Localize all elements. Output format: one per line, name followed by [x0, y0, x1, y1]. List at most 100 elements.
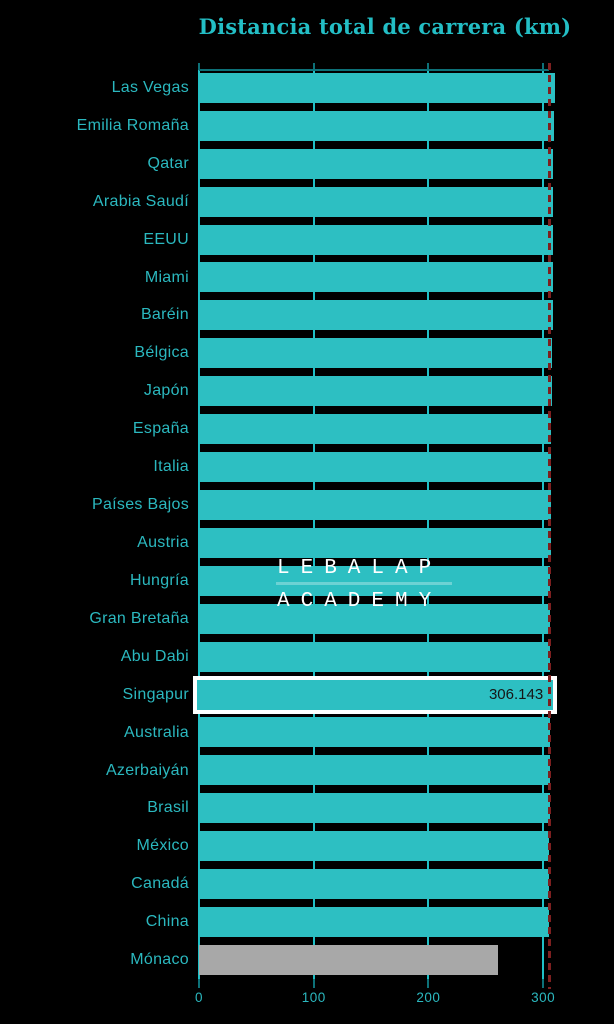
bar-row — [199, 714, 570, 752]
gridline-200 — [427, 69, 430, 979]
gridline-0 — [198, 69, 200, 979]
plot-area: 306.143 0 100 200 300 — [193, 63, 570, 1005]
bar-row: 306.143 — [193, 675, 570, 714]
top-tick-100 — [312, 63, 315, 70]
bar-row — [199, 107, 570, 145]
bar — [199, 110, 554, 141]
bar-row — [199, 410, 570, 448]
bar-row — [199, 751, 570, 789]
top-tick-0 — [198, 63, 200, 70]
bar-row — [199, 259, 570, 297]
top-tick-200 — [427, 63, 430, 70]
category-labels: Las Vegas Emilia Romaña Qatar Arabia Saudí E… — [0, 69, 189, 979]
bar-row — [199, 296, 570, 334]
category-label: Japón — [143, 382, 189, 400]
category-label: España — [132, 420, 189, 438]
bar-row — [199, 372, 570, 410]
bar — [199, 527, 551, 558]
bar — [199, 262, 553, 293]
bar-rows: 306.143 — [193, 69, 570, 979]
reference-line — [548, 63, 551, 989]
bar-row — [199, 486, 570, 524]
category-label: México — [136, 837, 189, 855]
bar — [199, 489, 551, 520]
bar-row — [199, 865, 570, 903]
category-label: Países Bajos — [92, 496, 189, 514]
bar — [199, 641, 551, 672]
x-tick-label-200: 200 — [416, 990, 441, 1005]
bar-row — [199, 827, 570, 865]
category-label: Baréin — [140, 306, 189, 324]
gridline-300 — [542, 69, 545, 979]
bar-row — [199, 448, 570, 486]
bar-row — [199, 941, 570, 979]
watermark-underline — [276, 582, 452, 585]
category-label: Mónaco — [130, 951, 189, 969]
bar-row — [199, 638, 570, 676]
gridline-100 — [312, 69, 315, 979]
x-tick-label-0: 0 — [194, 990, 203, 1005]
bar — [199, 793, 550, 824]
bar-row — [199, 562, 570, 600]
category-label: China — [145, 913, 189, 931]
bar-row — [199, 145, 570, 183]
category-label: Las Vegas — [111, 78, 189, 96]
bar — [199, 717, 551, 748]
bar-row — [199, 600, 570, 638]
category-label: Italia — [153, 458, 189, 476]
top-tick-300 — [542, 63, 545, 70]
chart-title: Distancia total de carrera (km) — [198, 14, 572, 39]
bottom-tick-300 — [542, 979, 545, 988]
bar — [199, 755, 551, 786]
x-tick-label-300: 300 — [531, 990, 556, 1005]
category-label: Azerbaiyán — [105, 761, 189, 779]
category-label: Abu Dabi — [120, 647, 189, 665]
category-label: Arabia Saudí — [92, 192, 189, 210]
bar-row — [199, 334, 570, 372]
bar — [199, 148, 554, 179]
category-label: Miami — [144, 268, 189, 286]
bar — [199, 906, 549, 937]
bar-row — [199, 789, 570, 827]
bar — [199, 300, 553, 331]
category-label: Bélgica — [134, 344, 189, 362]
bar-row — [199, 524, 570, 562]
category-label: Singapur — [122, 685, 189, 703]
watermark-line1: LEBALAP — [277, 557, 443, 580]
bar — [199, 338, 553, 369]
watermark: LEBALAP ACADEMY — [277, 552, 442, 618]
bottom-tick-0 — [198, 979, 200, 988]
bar — [199, 565, 551, 596]
category-label: Austria — [137, 534, 189, 552]
bar-value-label: 306.143 — [488, 686, 544, 703]
category-label: Australia — [124, 723, 189, 741]
bar-row — [199, 903, 570, 941]
bar — [199, 186, 553, 217]
bar — [199, 869, 550, 900]
bar-row — [199, 183, 570, 221]
bar-row — [199, 221, 570, 259]
bar — [199, 452, 551, 483]
bottom-tick-200 — [427, 979, 430, 988]
bottom-tick-100 — [312, 979, 315, 988]
bar — [199, 224, 553, 255]
bar-row — [199, 69, 570, 107]
category-label: Hungría — [129, 571, 189, 589]
bar — [199, 72, 555, 103]
top-spine — [199, 69, 549, 71]
category-label: EEUU — [143, 230, 189, 248]
category-label: Brasil — [147, 799, 189, 817]
bar — [199, 376, 552, 407]
category-label: Gran Bretaña — [89, 609, 189, 627]
category-label: Emilia Romaña — [76, 116, 189, 134]
category-label: Qatar — [147, 154, 189, 172]
highlighted-bar: 306.143 — [193, 675, 558, 714]
bar — [199, 831, 550, 862]
bar — [199, 414, 552, 445]
bar — [199, 603, 551, 634]
category-label: Canadá — [131, 875, 189, 893]
x-tick-label-100: 100 — [301, 990, 326, 1005]
watermark-line2: ACADEMY — [277, 590, 443, 613]
bar — [199, 944, 498, 975]
